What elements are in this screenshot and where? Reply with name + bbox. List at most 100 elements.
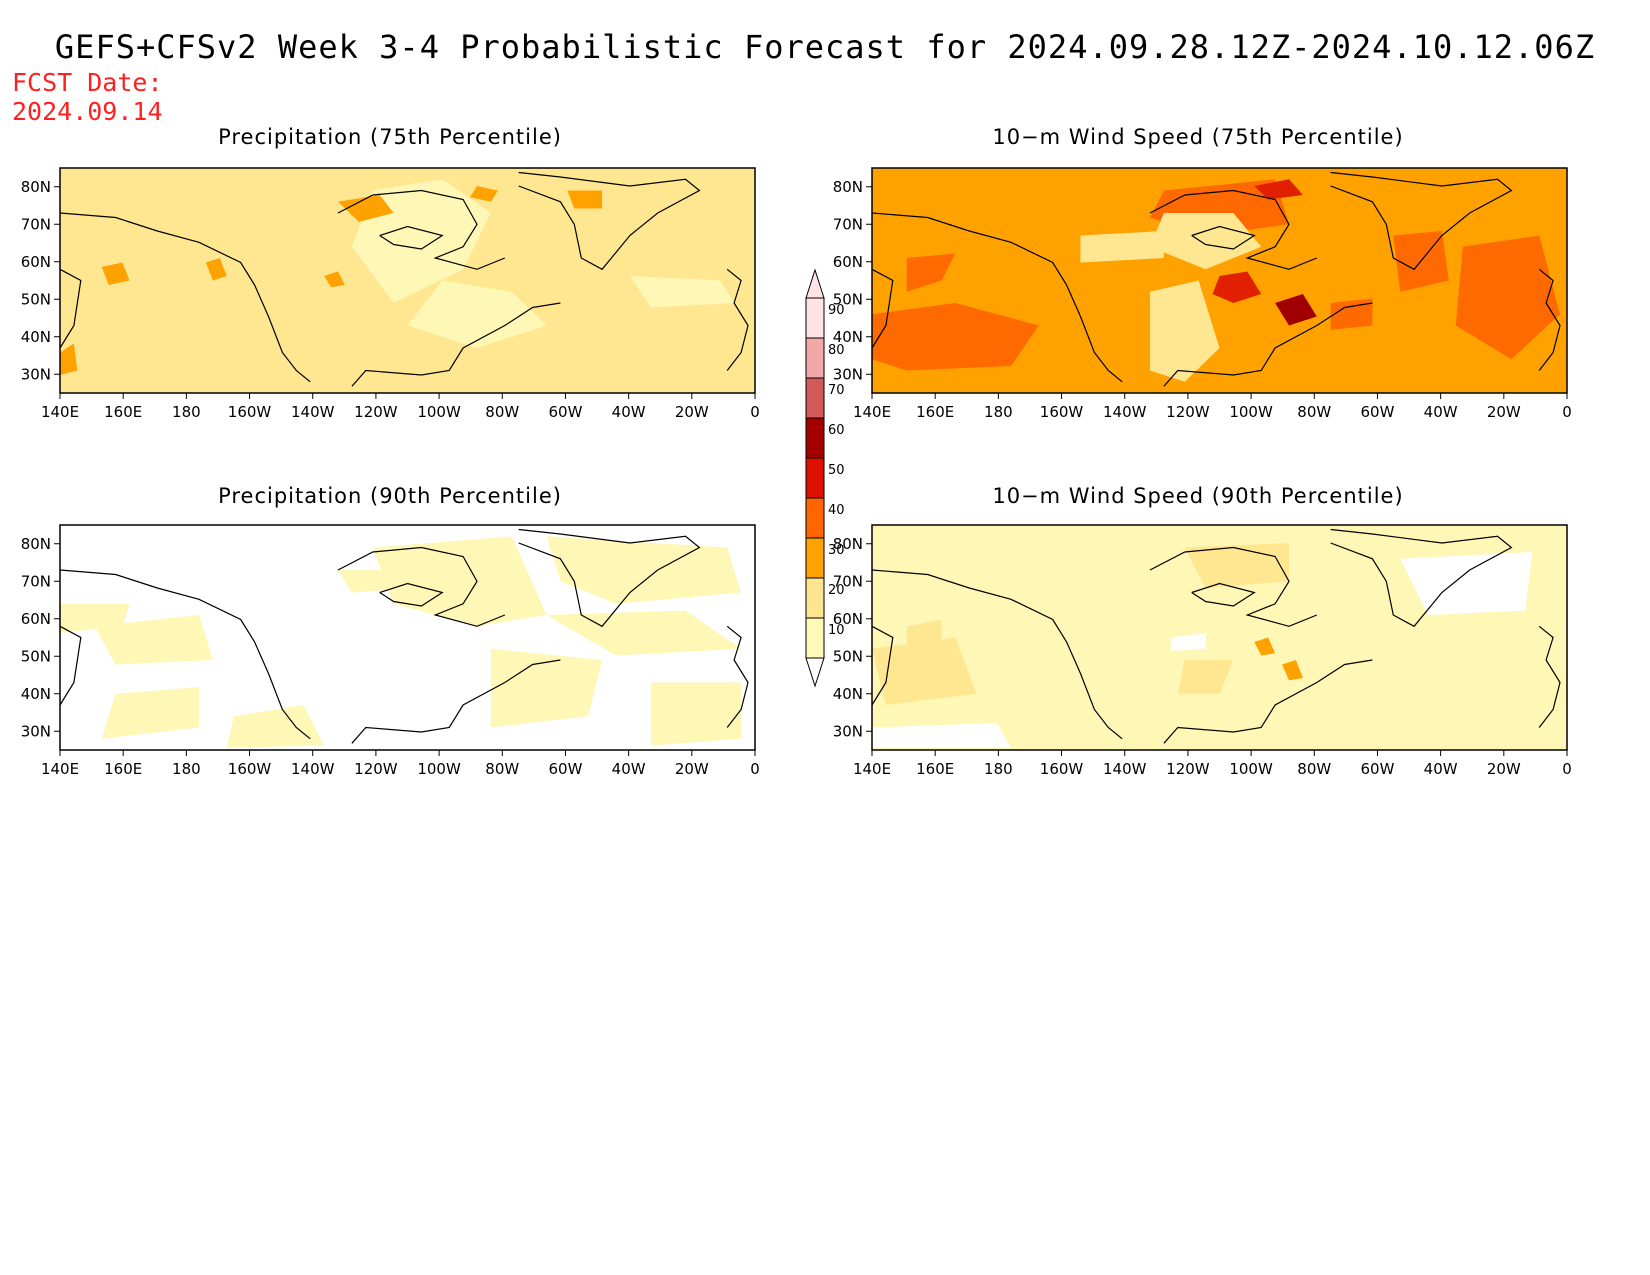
x-tick-label: 160E [104, 760, 142, 778]
y-tick-label: 70N [833, 215, 863, 233]
fcst-date-value: 2024.09.14 [12, 97, 163, 126]
x-tick-label: 60W [1360, 760, 1394, 778]
probability-contour-patch [60, 343, 78, 375]
probability-contour-patch [1330, 298, 1373, 330]
probability-contour-patch [1212, 271, 1262, 303]
probability-contour-patch [1150, 213, 1262, 270]
probability-contour-patch [546, 610, 742, 656]
colorbar-swatch [805, 537, 825, 579]
probability-contour-patch [1080, 231, 1164, 263]
y-tick-label: 60N [833, 253, 863, 271]
x-tick-label: 120W [354, 760, 398, 778]
plot-frame [871, 167, 1568, 394]
panel-title-wind75: 10−m Wind Speed (75th Percentile) [992, 125, 1404, 149]
probability-contour-patch [872, 303, 1039, 371]
probability-contour-patch [1400, 552, 1533, 615]
y-tick-label: 50N [21, 290, 51, 308]
map-panel-precip75: 140E 160E 180 160W 140W 120W 100W 80W 60W 40W 20W 0… [21, 167, 760, 421]
probability-contour-patch [101, 262, 130, 285]
probability-contour-patch [338, 570, 422, 593]
colorbar-tick-label: 40 [828, 503, 845, 518]
coastline [59, 268, 82, 349]
probability-contour-patch [1254, 179, 1303, 200]
coastline [1149, 546, 1318, 627]
coastline [1163, 302, 1373, 387]
x-tick-label: 120W [354, 403, 398, 421]
colorbar-swatch [805, 577, 825, 619]
y-tick-label: 30N [833, 365, 863, 383]
colorbar-legend: 10 20 30 40 50 60 70 80 90 [805, 268, 845, 688]
x-tick-label: 140E [41, 760, 79, 778]
colorbar-tick-label: 50 [828, 463, 845, 478]
coastline [726, 625, 749, 728]
fcst-date-label: FCST Date: [12, 68, 163, 97]
x-tick-label: 40W [612, 760, 646, 778]
x-tick-label: 0 [750, 760, 760, 778]
colorbar-swatch [805, 377, 825, 419]
x-tick-label: 40W [612, 403, 646, 421]
map-panel-precip90: 140E 160E 180 160W 140W 120W 100W 80W 60W 40W 20W 0… [21, 524, 760, 778]
y-tick-label: 80N [833, 178, 863, 196]
coastline [1538, 268, 1561, 371]
x-tick-label: 60W [548, 760, 582, 778]
y-tick-label: 30N [21, 365, 51, 383]
x-tick-label: 180 [984, 403, 1013, 421]
coastline [871, 268, 894, 349]
coastline [1191, 582, 1256, 607]
probability-contour-patch [338, 195, 394, 222]
x-tick-label: 140E [41, 403, 79, 421]
y-tick-label: 40N [833, 328, 863, 346]
coastline [871, 625, 894, 706]
x-tick-label: 180 [172, 760, 201, 778]
x-tick-label: 100W [1229, 760, 1273, 778]
probability-contour-patch [1177, 660, 1234, 694]
coastline [726, 268, 749, 371]
colorbar-swatch [805, 497, 825, 539]
x-tick-label: 120W [1166, 403, 1210, 421]
x-tick-label: 140E [853, 403, 891, 421]
x-tick-label: 180 [172, 403, 201, 421]
x-tick-label: 80W [485, 403, 519, 421]
colorbar-tick-label: 20 [828, 583, 845, 598]
x-tick-label: 80W [1297, 760, 1331, 778]
coastline [1330, 528, 1513, 628]
y-tick-label: 80N [21, 178, 51, 196]
x-tick-label: 160E [916, 760, 954, 778]
x-tick-label: 140E [853, 760, 891, 778]
map-panel-wind75: 140E 160E 180 160W 140W 120W 100W 80W 60W 40W 20W 0… [833, 167, 1572, 421]
x-tick-label: 20W [1487, 760, 1521, 778]
probability-contour-patch [1150, 280, 1220, 382]
y-tick-label: 50N [21, 647, 51, 665]
x-tick-label: 160W [1040, 403, 1084, 421]
coastline [351, 302, 561, 387]
coastline [59, 212, 311, 383]
y-tick-label: 30N [833, 722, 863, 740]
x-tick-label: 40W [1424, 760, 1458, 778]
probability-contour-patch [205, 258, 227, 281]
probability-contour-patch [1254, 637, 1276, 656]
y-tick-label: 50N [833, 290, 863, 308]
coastline [59, 569, 311, 740]
colorbar-swatch [805, 337, 825, 379]
x-tick-label: 160W [228, 760, 272, 778]
coastline [351, 659, 561, 744]
colorbar-bottom-arrow [805, 657, 825, 688]
colorbar-tick-label: 60 [828, 423, 845, 438]
coastline [1538, 625, 1561, 728]
y-tick-label: 70N [21, 215, 51, 233]
probability-contour-patch [567, 190, 603, 209]
forecast-date-block: FCST Date: 2024.09.14 [12, 68, 163, 126]
y-tick-label: 70N [21, 572, 51, 590]
x-tick-label: 160E [104, 403, 142, 421]
coastline [1163, 659, 1373, 744]
probability-contour-patch [470, 186, 498, 202]
colorbar-tick-label: 90 [828, 303, 845, 318]
plot-frame [59, 524, 756, 751]
x-tick-label: 100W [417, 403, 461, 421]
colorbar-tick-label: 80 [828, 343, 845, 358]
coastline [518, 528, 701, 628]
y-tick-label: 60N [833, 610, 863, 628]
probability-contour-patch [872, 637, 977, 705]
y-tick-label: 30N [21, 722, 51, 740]
x-tick-label: 160W [1040, 760, 1084, 778]
